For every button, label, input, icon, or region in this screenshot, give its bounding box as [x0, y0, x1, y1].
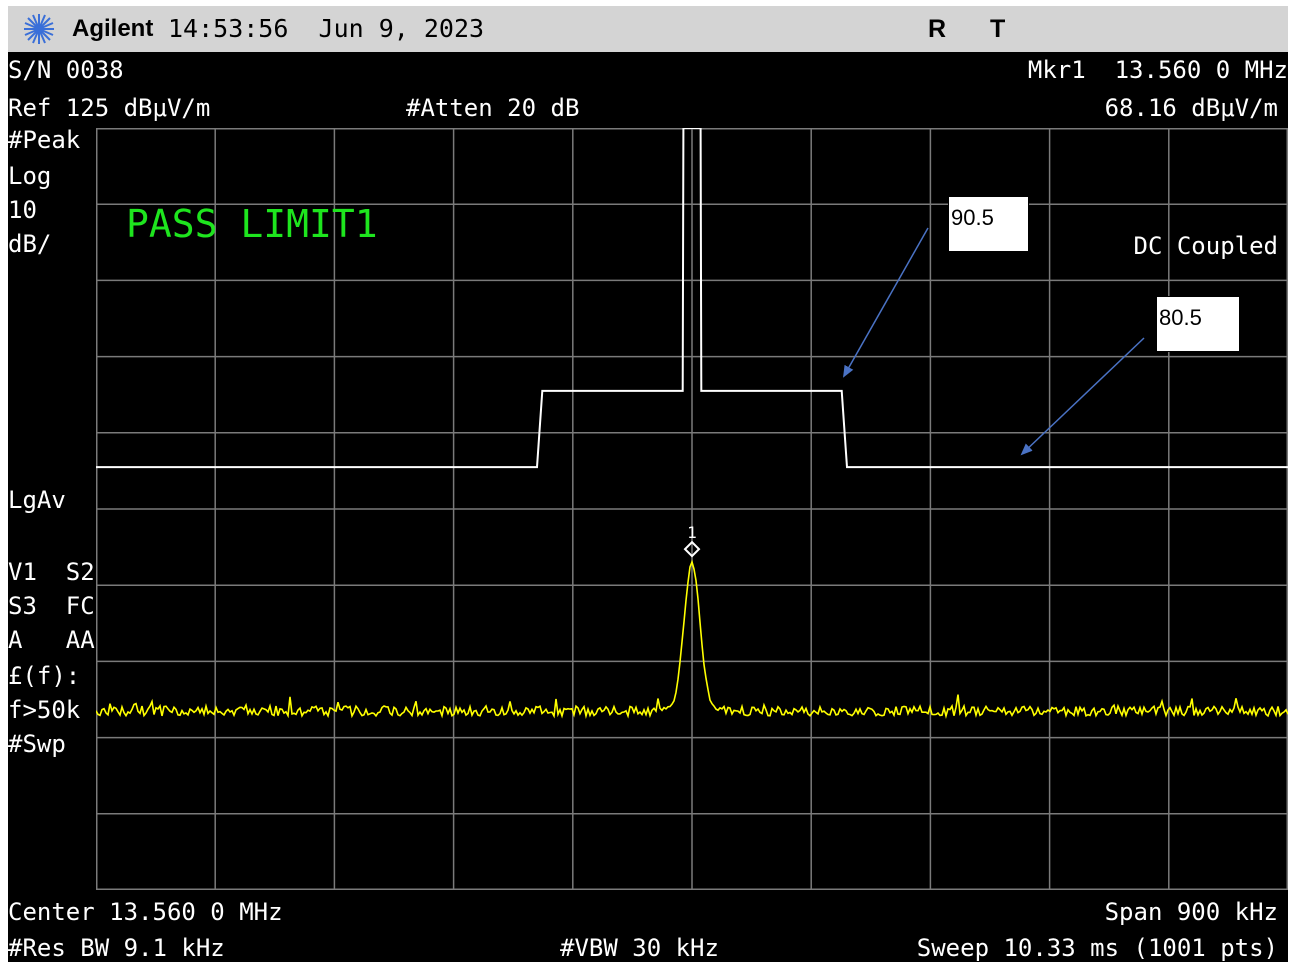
trace-status-aaa: A AA: [8, 626, 95, 654]
detector-mode: #Peak: [8, 126, 81, 154]
callout-lower-arrow: [1020, 337, 1145, 456]
sweep-indicator: #Swp: [8, 730, 66, 758]
scale-unit: dB/: [8, 230, 52, 258]
limit-line: [96, 128, 1288, 469]
measurement-trace: [96, 559, 1288, 719]
marker-readout-frequency: Mkr1 13.560 0 MHz: [1027, 56, 1288, 84]
title-bar: Agilent 14:53:56 Jun 9, 2023 R T: [8, 6, 1288, 52]
sweep-time: Sweep 10.33 ms (1001 pts): [916, 934, 1278, 962]
callout-lower-limit: 80.5: [1156, 296, 1240, 352]
dc-coupled-label: DC Coupled: [1133, 232, 1279, 260]
analyzer-screen: Agilent 14:53:56 Jun 9, 2023 R T S/N 003…: [8, 6, 1288, 962]
marker-1-label: 1: [687, 523, 697, 542]
center-frequency: Center 13.560 0 MHz: [8, 898, 283, 926]
trace-status-s3fc: S3 FC: [8, 592, 95, 620]
average-type: LgAv: [8, 486, 66, 514]
callout-arrows: [843, 227, 1145, 456]
spectrum-display: 1: [96, 128, 1288, 890]
attenuation: #Atten 20 dB: [406, 94, 580, 122]
pass-limit-status: PASS LIMIT1: [126, 202, 378, 246]
remote-indicator: R: [928, 15, 947, 43]
scale-type: Log: [8, 162, 52, 190]
video-bandwidth: #VBW 30 kHz: [560, 934, 719, 962]
resolution-bandwidth: #Res BW 9.1 kHz: [8, 934, 225, 962]
callout-upper-arrow: [843, 227, 929, 378]
agilent-spark-logo-icon: [24, 14, 54, 44]
trace-status-v1s2: V1 S2: [8, 558, 95, 586]
trigger-indicator: T: [990, 15, 1006, 43]
scale-value: 10: [8, 196, 37, 224]
frequency-function: £(f):: [8, 662, 81, 690]
graticule: [96, 128, 1288, 890]
brand-name: Agilent: [72, 15, 154, 42]
callout-upper-limit: 90.5: [948, 196, 1029, 252]
marker-readout-level: 68.16 dBμV/m: [1104, 94, 1278, 122]
serial-number: S/N 0038: [8, 56, 124, 84]
date-time: 14:53:56 Jun 9, 2023: [168, 14, 485, 43]
frequency-condition: f>50k: [8, 696, 81, 724]
reference-level: Ref 125 dBμV/m: [8, 94, 211, 122]
marker-1-diamond: [683, 540, 701, 558]
frequency-span: Span 900 kHz: [1104, 898, 1278, 926]
